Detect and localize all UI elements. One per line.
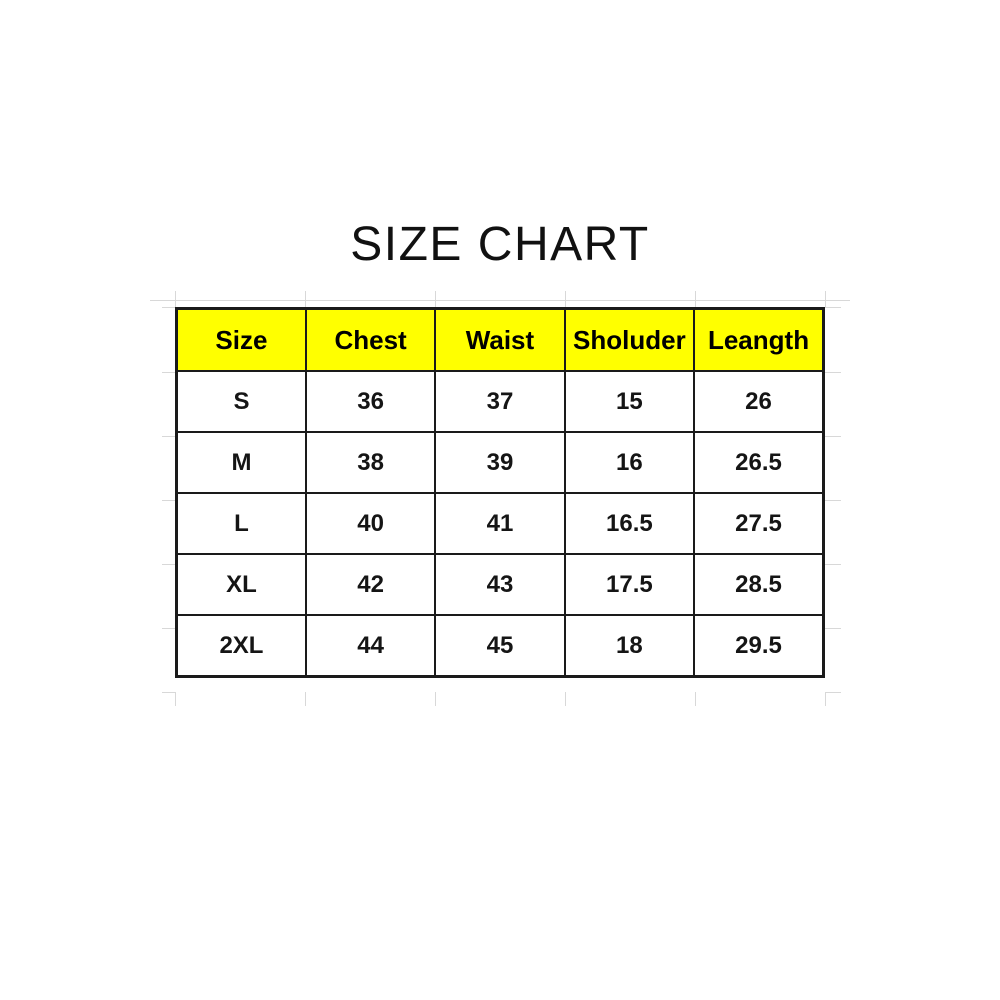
- spreadsheet-gridline-stub: [825, 692, 841, 693]
- spreadsheet-gridline-stub: [162, 436, 175, 437]
- spreadsheet-gridline-stub: [695, 692, 696, 706]
- spreadsheet-gridline-stub: [825, 628, 841, 629]
- cell-size: 2XL: [175, 614, 307, 678]
- cell-size: M: [175, 431, 307, 494]
- header-cell-shoulder: Sholuder: [563, 307, 696, 372]
- spreadsheet-gridline-stub: [825, 692, 826, 706]
- cell-value: 40: [304, 492, 437, 555]
- spreadsheet-gridline-stub: [162, 628, 175, 629]
- cell-value: 45: [434, 614, 566, 678]
- cell-value: 16: [563, 431, 696, 494]
- header-cell-length: Leangth: [693, 307, 825, 372]
- spreadsheet-gridline-stub: [435, 291, 436, 307]
- spreadsheet-gridline-stub: [825, 564, 841, 565]
- cell-value: 44: [304, 614, 437, 678]
- cell-value: 39: [434, 431, 566, 494]
- spreadsheet-gridline-stub: [565, 692, 566, 706]
- spreadsheet-gridline-stub: [435, 692, 436, 706]
- spreadsheet-gridline-stub: [175, 692, 176, 706]
- spreadsheet-gridline-stub: [825, 500, 841, 501]
- cell-value: 42: [304, 553, 437, 616]
- spreadsheet-gridline-stub: [162, 307, 175, 308]
- table-row-2xl: 2XL 44 45 18 29.5: [175, 614, 825, 678]
- table-row-s: S 36 37 15 26: [175, 370, 825, 433]
- cell-value: 29.5: [693, 614, 825, 678]
- cell-size: S: [175, 370, 307, 433]
- cell-value: 38: [304, 431, 437, 494]
- cell-value: 37: [434, 370, 566, 433]
- header-cell-chest: Chest: [304, 307, 437, 372]
- table-row-m: M 38 39 16 26.5: [175, 431, 825, 494]
- spreadsheet-gridline-stub: [162, 692, 175, 693]
- cell-value: 18: [563, 614, 696, 678]
- spreadsheet-gridline-stub: [825, 436, 841, 437]
- cell-value: 41: [434, 492, 566, 555]
- table-row-xl: XL 42 43 17.5 28.5: [175, 553, 825, 616]
- spreadsheet-gridline-stub: [825, 372, 841, 373]
- header-cell-waist: Waist: [434, 307, 566, 372]
- spreadsheet-gridline-stub: [695, 291, 696, 307]
- cell-value: 36: [304, 370, 437, 433]
- size-chart-table: Size Chest Waist Sholuder Leangth S 36 3…: [175, 307, 825, 678]
- header-cell-size: Size: [175, 307, 307, 372]
- cell-value: 26: [693, 370, 825, 433]
- spreadsheet-gridline-stub: [565, 291, 566, 307]
- cell-value: 27.5: [693, 492, 825, 555]
- spreadsheet-gridline-stub: [825, 291, 826, 307]
- spreadsheet-gridline-stub: [305, 291, 306, 307]
- table-row-l: L 40 41 16.5 27.5: [175, 492, 825, 555]
- cell-value: 43: [434, 553, 566, 616]
- spreadsheet-gridline-stub: [162, 372, 175, 373]
- cell-value: 17.5: [563, 553, 696, 616]
- table-header-row: Size Chest Waist Sholuder Leangth: [175, 307, 825, 372]
- cell-size: XL: [175, 553, 307, 616]
- spreadsheet-gridline-stub: [305, 692, 306, 706]
- page-title: SIZE CHART: [350, 218, 650, 271]
- spreadsheet-gridline-stub: [162, 564, 175, 565]
- spreadsheet-gridline-stub: [175, 291, 176, 307]
- cell-value: 28.5: [693, 553, 825, 616]
- cell-value: 15: [563, 370, 696, 433]
- spreadsheet-gridline-stub: [825, 307, 841, 308]
- spreadsheet-gridline: [150, 300, 850, 301]
- cell-value: 16.5: [563, 492, 696, 555]
- cell-size: L: [175, 492, 307, 555]
- spreadsheet-gridline-stub: [162, 500, 175, 501]
- cell-value: 26.5: [693, 431, 825, 494]
